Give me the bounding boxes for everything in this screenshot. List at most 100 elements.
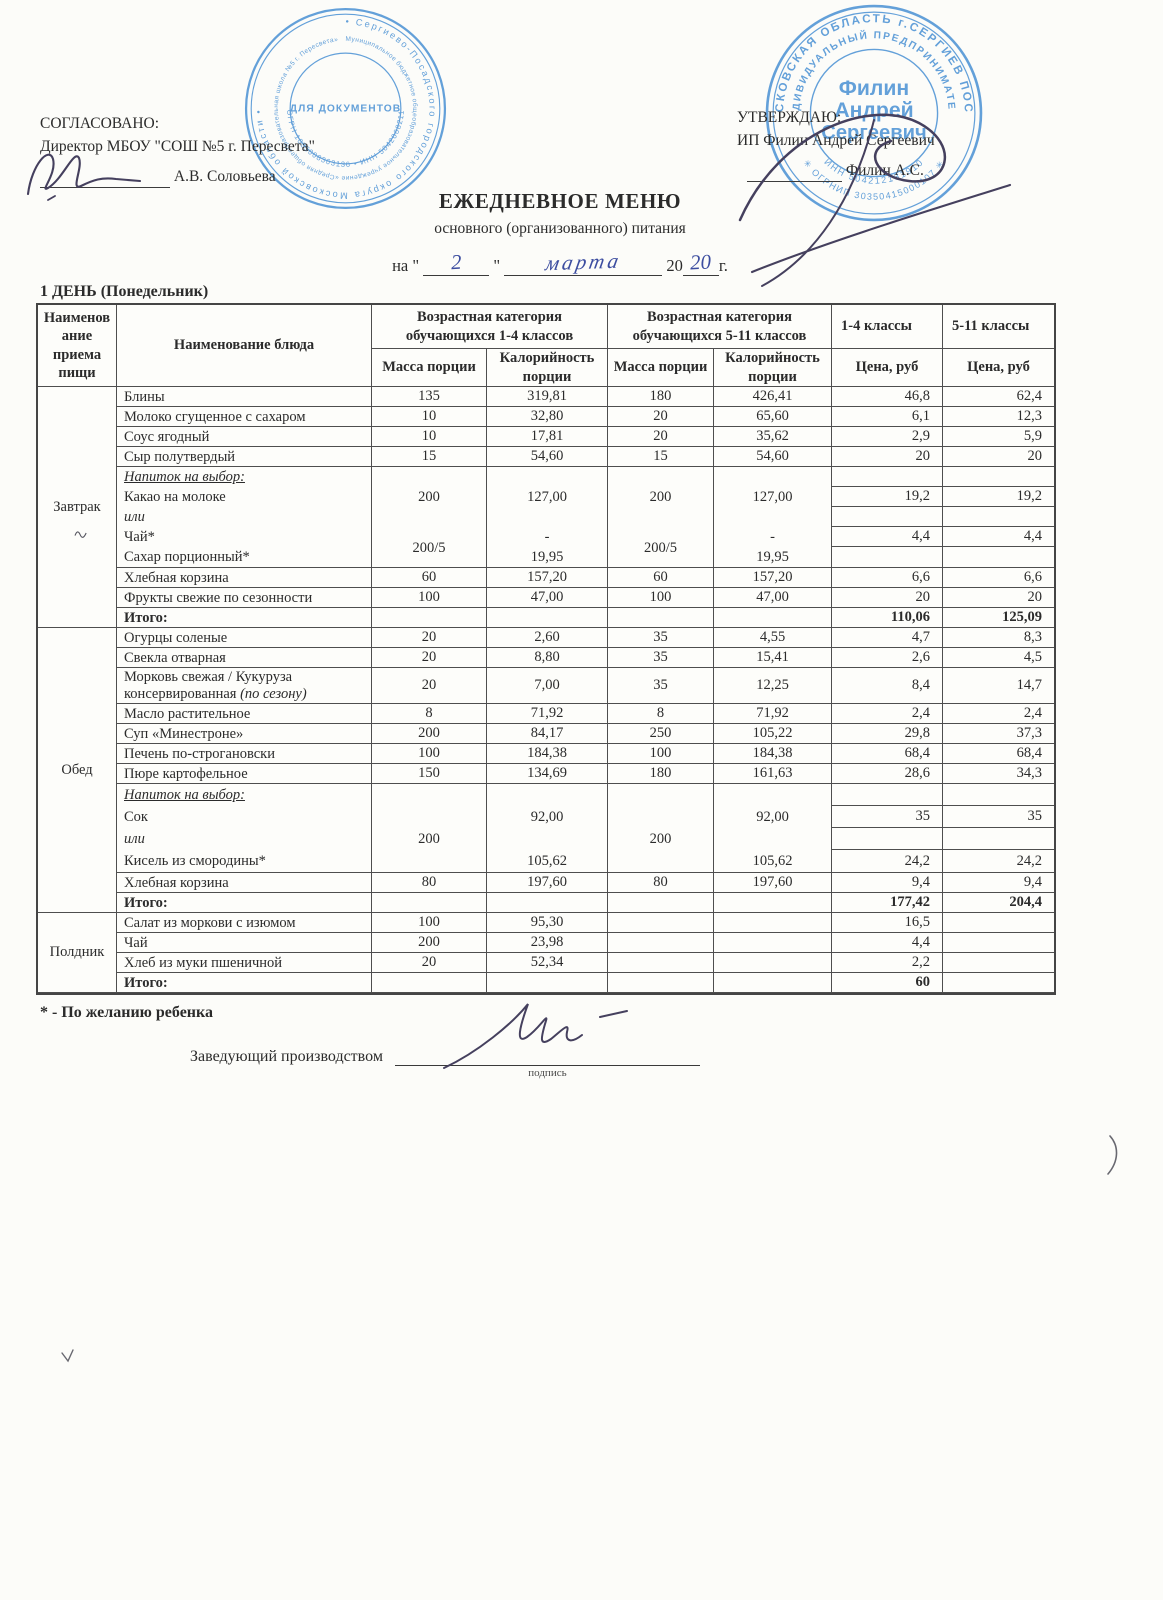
manager-signature <box>443 1003 628 1069</box>
cell-p14: 2,9 <box>832 427 943 447</box>
drinks-k511-cell: 127,00 - 19,95 <box>714 467 832 568</box>
handwritten-day: 2 <box>450 249 463 275</box>
date-line: на " 2 " марта 20 20 г. <box>0 249 1120 276</box>
cell-m511: 8 <box>608 704 714 724</box>
cell-k511: 184,38 <box>714 744 832 764</box>
drink-option-line: или <box>124 830 145 847</box>
cell-p511: 20 <box>943 588 1054 608</box>
stamp-ring <box>250 13 441 204</box>
director-signature <box>26 153 142 201</box>
value-slot: 24,2 <box>904 852 930 869</box>
cell-p511: 8,3 <box>943 628 1054 648</box>
col-header-mass-5-11: Масса порции <box>608 349 714 387</box>
cell-k14: 2,60 <box>487 628 608 648</box>
cell-p511: 5,9 <box>943 427 1054 447</box>
cell-m511 <box>608 973 714 993</box>
cell-m14: 80 <box>372 873 487 893</box>
dish-name: Чай <box>117 933 372 953</box>
value-slot <box>943 547 1054 567</box>
dish-text: Пюре картофельное <box>124 765 248 782</box>
value-slot <box>943 828 1054 850</box>
cell-k511 <box>714 893 832 913</box>
value-slot: 105,62 <box>752 852 793 869</box>
cell-p14: 28,6 <box>832 764 943 784</box>
value-slot <box>714 828 831 850</box>
cell-k14 <box>487 893 608 913</box>
stamp-outer-ring <box>765 4 983 222</box>
menu-section: Завтрак Блины 135 319,81 180 426,41 46,8 62,4 Мо… <box>38 387 1054 628</box>
value-slot <box>608 467 713 487</box>
cell-p14: 20 <box>832 447 943 467</box>
dish-text: Хлеб из муки пшеничной <box>124 954 283 971</box>
cell-m511: 35 <box>608 648 714 668</box>
cell-m14: 200 <box>372 724 487 744</box>
value-slot: 200 <box>418 488 440 505</box>
date-year-field: 20 <box>682 249 719 276</box>
dish-text: Печень по-строгановски <box>124 745 275 762</box>
value-slot: 92,00 <box>756 808 789 825</box>
cell-k14: 84,17 <box>487 724 608 744</box>
value-slot: 92,00 <box>530 808 564 825</box>
drink-option-line: Какао на молоке <box>124 488 226 505</box>
value-slot <box>943 467 1054 487</box>
value-slot: 19,2 <box>832 487 942 507</box>
date-prefix: на " <box>392 256 420 275</box>
cell-p14: 60 <box>832 973 943 993</box>
dish-name: Масло растительное <box>117 704 372 724</box>
approved-label: УТВЕРЖДАЮ: <box>737 109 842 126</box>
value-slot: 127,00 <box>527 488 567 505</box>
dish-name: Огурцы соленые <box>117 628 372 648</box>
cell-m14: 100 <box>372 588 487 608</box>
entrepreneur-signature <box>738 113 1012 287</box>
cell-p511: 2,4 <box>943 704 1054 724</box>
value-slot: 35 <box>832 806 942 828</box>
entrepreneur-round-stamp: МОСКОВСКАЯ ОБЛАСТЬ г.СЕРГИЕВ ПОСАД ИНДИВ… <box>763 2 983 222</box>
col-header-cal-5-11: Калорийность порции <box>714 349 832 387</box>
cell-p511 <box>943 973 1054 993</box>
meal-name: Полдник <box>38 913 117 993</box>
cell-k14: 8,80 <box>487 648 608 668</box>
stamp-inner-ring <box>809 48 939 178</box>
document-title: ЕЖЕДНЕВНОЕ МЕНЮ <box>438 189 682 213</box>
value-slot: 127,00 <box>752 488 793 505</box>
col-header-age-1-4: Возрастная категория обучающихся 1-4 кла… <box>372 305 608 349</box>
footnote: * - По желанию ребенка <box>40 1004 213 1021</box>
cell-p14: 8,4 <box>832 668 943 704</box>
agreed-signature-row: А.В. Соловьева <box>40 165 315 188</box>
cell-k511: 105,22 <box>714 724 832 744</box>
cell-m14: 20 <box>372 668 487 704</box>
cell-k14: 32,80 <box>487 407 608 427</box>
cell-m511 <box>608 933 714 953</box>
cell-k511 <box>714 973 832 993</box>
dish-text: Свекла отварная <box>124 649 226 666</box>
production-manager-row: Заведующий производством подпись <box>190 1048 700 1079</box>
cell-m511: 35 <box>608 628 714 648</box>
cell-m14: 20 <box>372 953 487 973</box>
approved-block: УТВЕРЖДАЮ: ИП Филин Андрей Сергеевич Фил… <box>737 106 935 182</box>
agreed-block: СОГЛАСОВАНО: Директор МБОУ "СОШ №5 г. Пе… <box>40 112 315 188</box>
drink-option-line: Кисель из смородины* <box>124 852 266 869</box>
cell-p14: 29,8 <box>832 724 943 744</box>
dish-name: Сыр полутвердый <box>117 447 372 467</box>
cell-p14: 6,6 <box>832 568 943 588</box>
drink-option-line: Сахар порционный* <box>124 548 250 565</box>
cell-m14 <box>372 973 487 993</box>
cell-k14: 23,98 <box>487 933 608 953</box>
cell-p511 <box>943 953 1054 973</box>
value-slot: 105,62 <box>527 852 567 869</box>
signature-stroke <box>761 119 875 287</box>
drinks-k511-cell: 92,00 105,62 <box>714 784 832 873</box>
dish-name: Морковь свежая / Кукуруза консервированн… <box>117 668 372 704</box>
dish-name: Суп «Минестроне» <box>117 724 372 744</box>
value-slot <box>714 784 831 806</box>
cell-m511: 250 <box>608 724 714 744</box>
value-slot <box>832 828 942 850</box>
value-slot <box>487 784 607 806</box>
drinks-m14-cell: 200 200/5 <box>372 467 487 568</box>
cell-k14: 47,00 <box>487 588 608 608</box>
value-slot: 24,2 <box>1016 852 1042 869</box>
cell-p511: 68,4 <box>943 744 1054 764</box>
cell-k511: 161,63 <box>714 764 832 784</box>
agreed-label: СОГЛАСОВАНО: <box>40 115 160 132</box>
drink-option-line: Сок <box>124 808 148 825</box>
